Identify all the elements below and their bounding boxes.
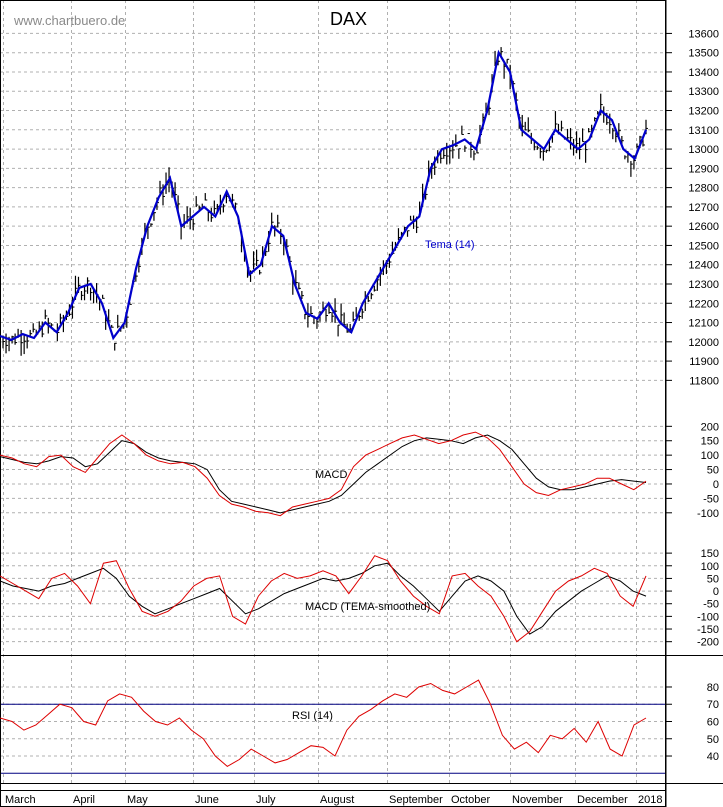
y-tick-label: 50 (707, 573, 719, 585)
y-tick-label: 50 (707, 734, 719, 746)
rsi-panel-title: RSI (14) (292, 710, 333, 722)
y-tick-label: 12300 (688, 279, 719, 291)
macd-tema-red-line (0, 555, 647, 643)
y-tick-label: 12100 (688, 318, 719, 330)
y-tick-label: 100 (701, 561, 719, 573)
y-tick-label: -100 (697, 508, 719, 520)
y-tick-label: -50 (703, 599, 719, 611)
macd-red-line (0, 431, 647, 517)
macd-panel-title: MACD (315, 469, 347, 481)
month-label: May (127, 794, 148, 806)
grid-layer (0, 0, 666, 791)
y-tick-label: -150 (697, 624, 719, 636)
label-layer: www.chartbuero.de DAX Tema (14) MACD MAC… (13, 9, 475, 722)
month-label: September (389, 794, 443, 806)
y-tick-label: 13300 (688, 86, 719, 98)
y-tick-label: -200 (697, 637, 719, 649)
month-label: November (512, 794, 563, 806)
month-label: December (577, 794, 628, 806)
month-label: August (320, 794, 354, 806)
y-tick-label: 11900 (689, 356, 719, 368)
y-tick-label: 12600 (688, 221, 719, 233)
y-tick-label: 13200 (688, 106, 719, 118)
month-label: April (73, 794, 95, 806)
y-tick-label: 11800 (689, 375, 719, 387)
month-label: July (256, 794, 276, 806)
y-tick-label: 0 (713, 586, 719, 598)
y-tick-label: 150 (701, 548, 719, 560)
y-tick-label: 12200 (688, 298, 719, 310)
y-tick-label: -100 (697, 611, 719, 623)
y-tick-label: 13000 (688, 144, 719, 156)
tema-annotation: Tema (14) (425, 239, 475, 251)
rsi-line (0, 679, 647, 768)
month-label: 2018 (638, 794, 662, 806)
y-tick-label: 12000 (688, 337, 719, 349)
tick-layer: March April May June July August September Octo… (5, 28, 719, 806)
y-tick-label: 13400 (688, 67, 719, 79)
y-tick-label: 12500 (688, 240, 719, 252)
month-label: June (195, 794, 219, 806)
y-tick-label: 12700 (688, 202, 719, 214)
y-tick-label: 50 (707, 465, 719, 477)
y-tick-label: 40 (707, 751, 719, 763)
y-tick-label: 13600 (688, 28, 719, 40)
y-tick-label: -50 (703, 493, 719, 505)
y-tick-label: 12800 (688, 183, 719, 195)
y-tick-label: 13100 (688, 125, 719, 137)
y-tick-label: 70 (707, 699, 719, 711)
site-watermark: www.chartbuero.de (13, 13, 125, 28)
macd-black-line (0, 434, 647, 514)
macd-tema-black-line (0, 562, 647, 635)
y-tick-label: 200 (701, 421, 719, 433)
y-tick-label: 0 (713, 479, 719, 491)
macd-tema-panel-title: MACD (TEMA-smoothed) (305, 601, 430, 613)
month-label: October (451, 794, 490, 806)
y-tick-label: 150 (701, 436, 719, 448)
y-tick-label: 100 (701, 450, 719, 462)
y-tick-label: 80 (707, 682, 719, 694)
tema-line (0, 49, 648, 342)
y-tick-label: 60 (707, 717, 719, 729)
price-panel-title: DAX (330, 9, 367, 29)
y-tick-label: 12900 (688, 163, 719, 175)
data-layer (0, 47, 648, 768)
y-tick-label: 13500 (688, 48, 719, 60)
month-label: March (5, 794, 36, 806)
y-tick-label: 12400 (688, 260, 719, 272)
